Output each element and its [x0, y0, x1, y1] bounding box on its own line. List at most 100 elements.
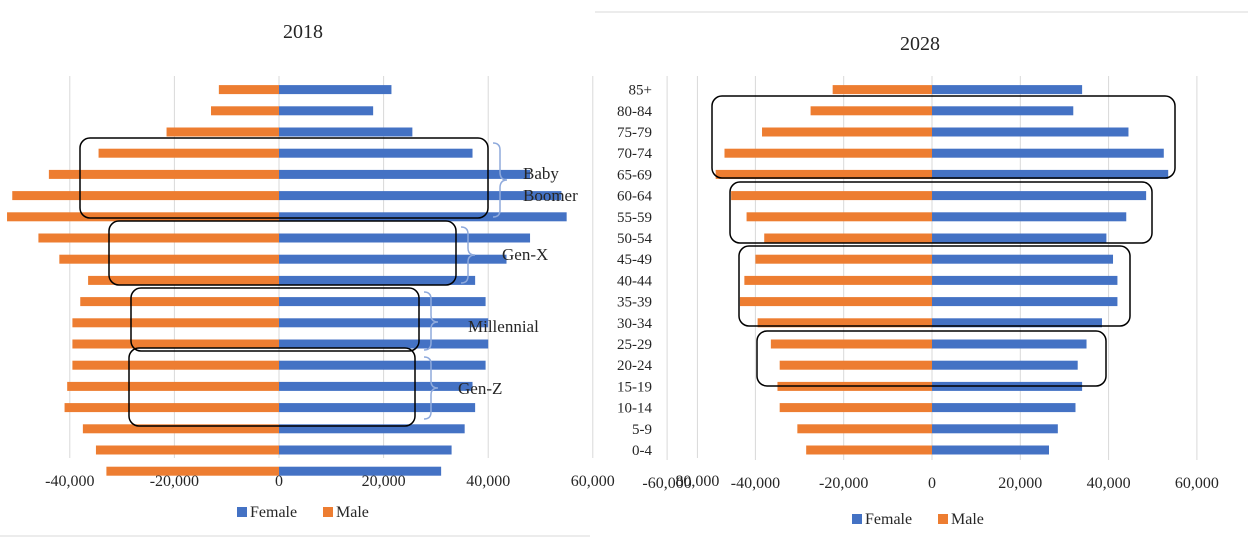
bar-male [88, 275, 279, 285]
bar-female [279, 191, 562, 201]
bar-male [715, 169, 932, 179]
bar-male [106, 466, 280, 476]
millennial-box [130, 287, 420, 352]
chart-title: 2028 [900, 33, 940, 55]
legend-swatch-female [237, 507, 247, 517]
category-label: 35-39 [617, 295, 652, 311]
bar-female [279, 148, 473, 158]
bar-female [279, 403, 476, 413]
generation-boxes [711, 95, 1176, 387]
gen-z-box [128, 347, 416, 427]
x-tick-label: 40,000 [1087, 475, 1131, 492]
category-labels: 0-4 5-9 10-14 15-19 20-24 25-29 30-34 35-39 40-4… [617, 83, 652, 459]
bar-male [832, 85, 932, 95]
bar-female [932, 254, 1114, 264]
chart-2018: 2018 -60,000 -40,000 -20,000 0 20,000 40,000 6… [7, 21, 719, 521]
bar-male [218, 85, 279, 95]
legend-swatch-female [852, 514, 862, 524]
bars [715, 85, 1169, 455]
bar-female [932, 275, 1118, 285]
box-15-29 [756, 330, 1107, 387]
x-tick-label: -20,000 [819, 475, 868, 492]
bar-female [279, 360, 486, 370]
bar-male [98, 148, 279, 158]
bar-female [279, 85, 392, 95]
bar-male [739, 297, 932, 307]
annotation-baby: Baby [523, 164, 559, 183]
bar-female [279, 381, 473, 391]
legend-swatch-male [938, 514, 948, 524]
baby-boomer-box [79, 137, 489, 219]
legend-label-male: Male [336, 504, 369, 521]
bar-male [724, 148, 932, 158]
bar-male [770, 339, 932, 349]
annotation-millennial: Millennial [468, 317, 539, 336]
category-label: 45-49 [617, 252, 652, 268]
x-tick-label: 80,000 [675, 473, 719, 490]
x-tick-label: 20,000 [998, 475, 1042, 492]
box-50-64 [729, 181, 1153, 244]
bar-male [80, 297, 279, 307]
bar-male [731, 191, 932, 201]
category-label: 65-69 [617, 167, 652, 183]
bar-female [932, 318, 1102, 328]
gridlines [666, 76, 1198, 460]
x-tick-label: 60,000 [1175, 475, 1219, 492]
generation-annotations: Baby Boomer Gen-X Millennial Gen-Z [79, 137, 578, 427]
bar-male [810, 106, 932, 116]
x-tick-label: 0 [275, 473, 283, 490]
bar-male [82, 424, 279, 434]
x-tick-label: -20,000 [150, 473, 199, 490]
bar-male [806, 445, 932, 455]
category-label: 0-4 [632, 443, 652, 459]
legend-swatch-male [323, 507, 333, 517]
bar-female [932, 445, 1049, 455]
bar-female [932, 424, 1058, 434]
bar-male [166, 127, 279, 137]
gen-z-bracket [423, 356, 439, 420]
millennial-bracket [423, 291, 439, 351]
bar-male [779, 403, 932, 413]
category-label: 25-29 [617, 337, 652, 353]
bar-female [279, 169, 531, 179]
bar-male [764, 233, 932, 243]
category-label: 80-84 [617, 104, 652, 120]
x-tick-label: 0 [928, 475, 936, 492]
bar-male [755, 254, 932, 264]
box-65-84 [711, 95, 1176, 179]
category-label: 70-74 [617, 146, 652, 162]
bar-female [932, 106, 1074, 116]
x-tick-label: 20,000 [362, 473, 406, 490]
bar-female [932, 169, 1169, 179]
box-30-49 [738, 245, 1131, 327]
bar-male [797, 424, 932, 434]
bar-female [932, 339, 1087, 349]
x-tick-label: 60,000 [571, 473, 615, 490]
bar-male [38, 233, 279, 243]
bar-male [757, 318, 932, 328]
bar-male [746, 212, 932, 222]
gen-x-box [108, 220, 457, 286]
bar-male [211, 106, 279, 116]
bar-female [279, 318, 489, 328]
bar-female [279, 106, 374, 116]
bar-female [932, 85, 1083, 95]
legend: Female Male [237, 504, 369, 521]
bar-male [72, 318, 280, 328]
chart-2028: 2028 0-4 5-9 10-14 15-19 20-24 25-29 30-34 35-3… [617, 33, 1219, 528]
category-label: 15-19 [617, 379, 652, 395]
chart-title: 2018 [283, 21, 323, 43]
bar-female [932, 127, 1129, 137]
x-tick-label: -40,000 [731, 475, 780, 492]
bar-female [279, 445, 452, 455]
bar-male [72, 360, 280, 370]
baby-boomer-bracket [492, 142, 508, 218]
category-label: 30-34 [617, 316, 652, 332]
bar-female [279, 466, 442, 476]
category-label: 20-24 [617, 358, 652, 374]
x-tick-labels: -60,000 -40,000 -20,000 0 20,000 40,000 60,000… [45, 473, 719, 490]
bar-male [7, 212, 279, 222]
annotation-boomer: Boomer [523, 186, 578, 205]
bar-male [72, 339, 280, 349]
